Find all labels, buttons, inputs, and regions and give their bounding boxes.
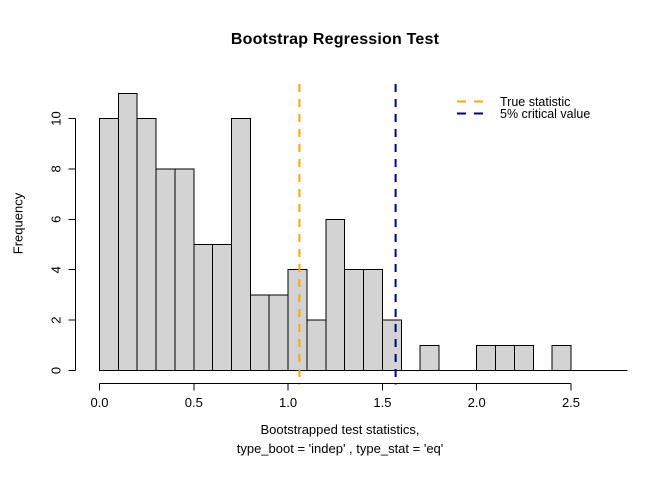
histogram-bar <box>476 344 497 371</box>
histogram-bar <box>513 344 534 371</box>
histogram-bar <box>363 269 383 372</box>
histogram-bars <box>99 92 572 372</box>
histogram-bar <box>117 92 138 372</box>
histogram-bar <box>155 168 176 371</box>
histogram-bar <box>249 294 270 371</box>
y-tick-label: 2 <box>48 316 63 323</box>
x-tick-label: 0.0 <box>90 395 108 410</box>
histogram-bar <box>381 319 402 372</box>
x-tick-label: 2.0 <box>468 395 486 410</box>
x-axis-label: Bootstrapped test statistics, type_boot … <box>99 420 581 458</box>
y-tick-label: 6 <box>48 216 63 223</box>
histogram-bar <box>344 269 365 372</box>
histogram-bar <box>99 118 119 371</box>
histogram-bar <box>325 218 346 371</box>
histogram-bar <box>419 344 440 371</box>
chart-title: Bootstrap Regression Test <box>230 31 440 48</box>
histogram-bar <box>174 168 195 371</box>
x-tick-label: 1.5 <box>373 395 391 410</box>
histogram-bar <box>287 269 308 372</box>
y-tick-label: 4 <box>48 266 63 273</box>
y-tick-label: 0 <box>48 367 63 374</box>
histogram-bar <box>231 118 251 371</box>
y-tick-label: 10 <box>48 111 63 125</box>
x-tick-label: 0.5 <box>185 395 203 410</box>
histogram-bar <box>136 118 157 371</box>
x-axis: 0.0 0.5 1.0 1.5 2.0 2.5 <box>90 383 580 410</box>
x-axis-label-line2: type_boot = 'indep' , type_stat = 'eq' <box>236 441 444 456</box>
histogram-bar <box>551 344 572 371</box>
legend-label: True statistic <box>500 95 570 109</box>
x-tick-label: 2.5 <box>562 395 580 410</box>
y-axis: 0 2 4 6 8 10 <box>48 111 76 374</box>
histogram-bar <box>306 319 327 372</box>
y-tick-label: 8 <box>48 165 63 172</box>
x-axis-label-line1: Bootstrapped test statistics, <box>260 422 420 437</box>
histogram-bar <box>193 244 214 371</box>
histogram-bar <box>495 344 515 371</box>
x-tick-label: 1.0 <box>279 395 297 410</box>
legend-label: 5% critical value <box>500 107 590 121</box>
histogram-bar <box>268 294 289 371</box>
histogram-bar <box>212 244 233 371</box>
